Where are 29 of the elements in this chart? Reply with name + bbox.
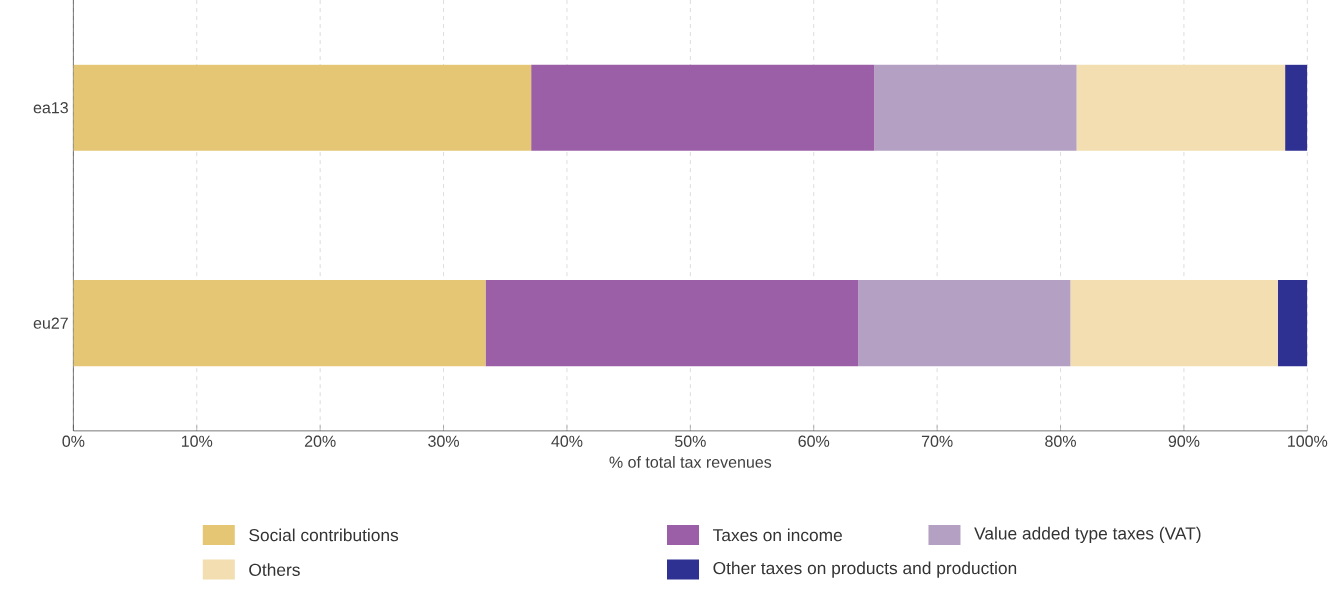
bar (858, 280, 1071, 367)
bar (73, 64, 532, 151)
x-tick-label: 80% (1045, 435, 1076, 447)
x-tick-label: 70% (921, 435, 953, 447)
x-tick-label: 40% (551, 435, 583, 447)
bar (485, 280, 859, 367)
x-tick-label: 0% (62, 435, 85, 447)
x-tick-label: 50% (674, 435, 706, 447)
x-tick-label: 30% (428, 435, 459, 447)
y-tick-label: ea13 (33, 102, 68, 114)
x-tick-label: 100% (1288, 435, 1328, 447)
x-axis-title: % of total tax revenues (609, 456, 772, 468)
bar (874, 64, 1077, 151)
legend-label: Social contributions (249, 528, 399, 542)
legend-label: Value added type taxes (VAT) (974, 526, 1201, 544)
legend-label: Taxes on income (713, 528, 842, 542)
x-tick-label: 90% (1168, 435, 1200, 447)
legend-label: Other taxes on products and production (713, 561, 1017, 578)
x-tick-label: 60% (798, 435, 830, 447)
bar (1277, 280, 1308, 367)
legend-label: Others (249, 563, 300, 576)
bar (531, 64, 875, 151)
bar (1285, 64, 1308, 151)
bar (1076, 64, 1286, 151)
bar (73, 280, 486, 367)
x-tick-label: 10% (181, 435, 213, 447)
x-tick-label: 20% (304, 435, 336, 447)
bar (1070, 280, 1278, 367)
y-tick-label: eu27 (33, 317, 68, 329)
